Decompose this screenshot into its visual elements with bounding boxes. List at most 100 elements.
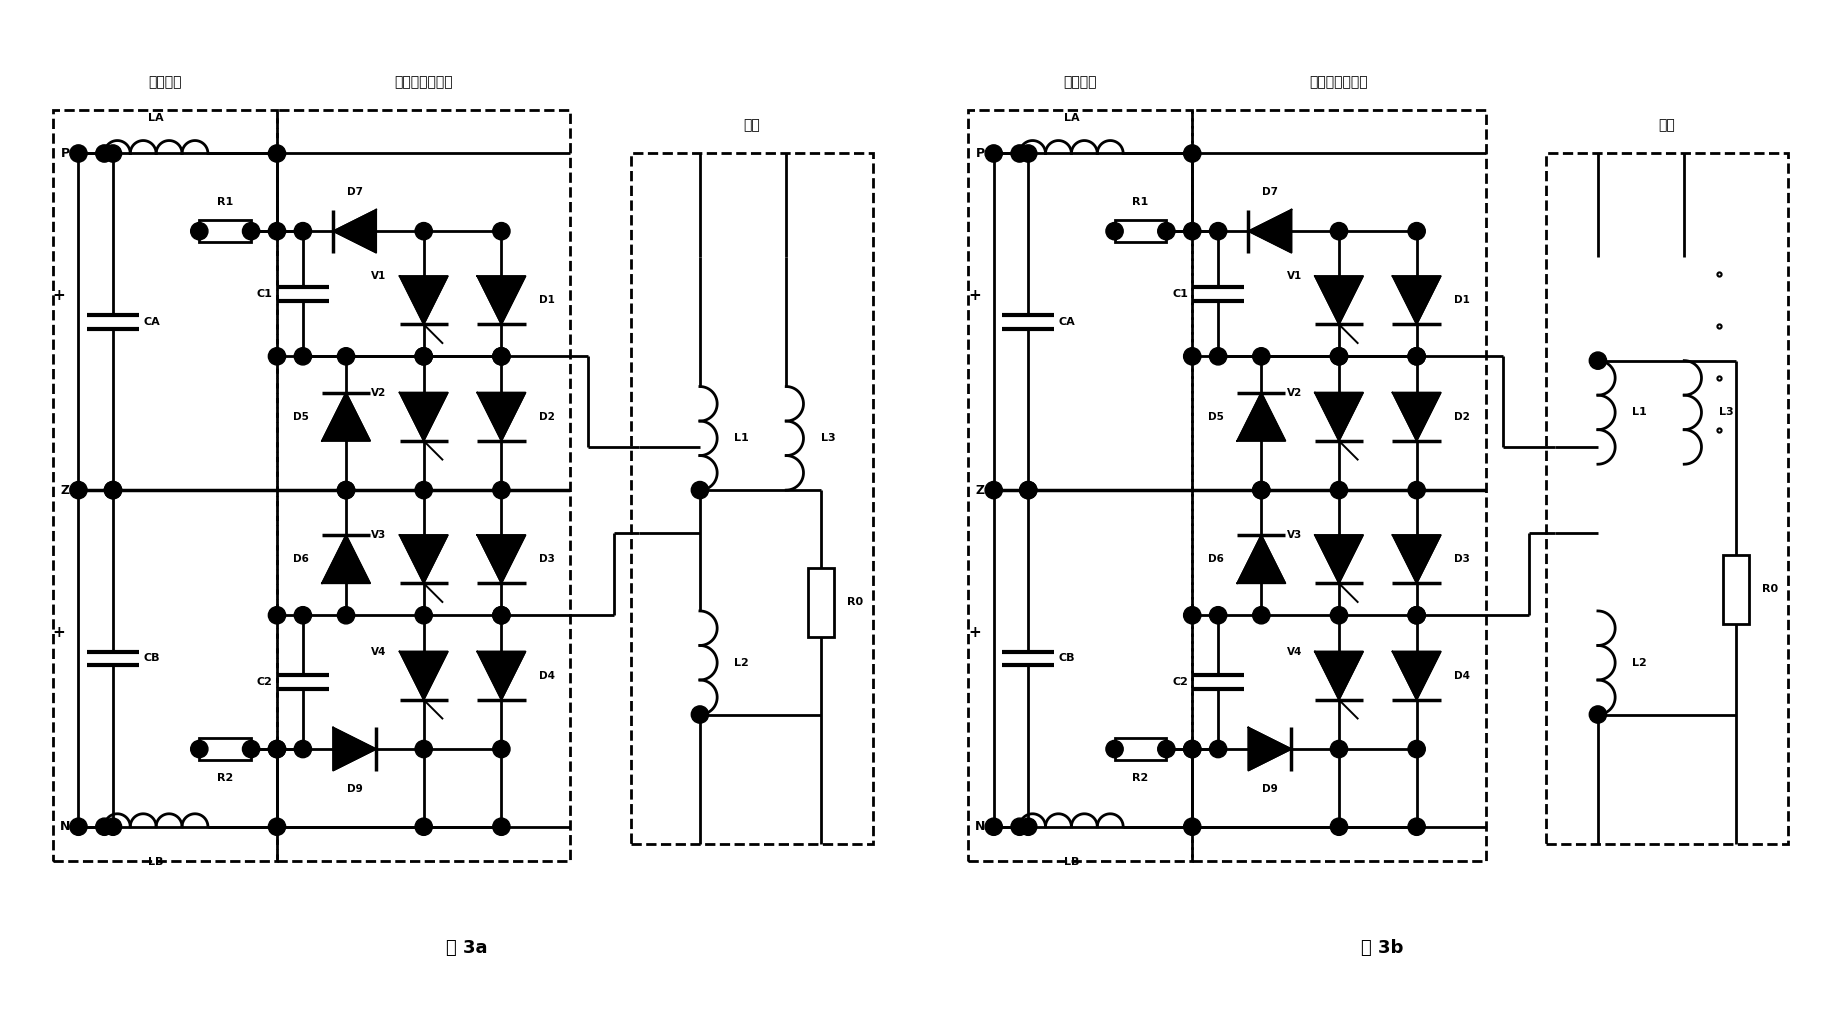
Circle shape — [1408, 740, 1425, 757]
Circle shape — [294, 348, 310, 365]
Polygon shape — [322, 392, 370, 441]
Text: D3: D3 — [1453, 554, 1469, 565]
Polygon shape — [1236, 392, 1284, 441]
Polygon shape — [322, 535, 370, 583]
Circle shape — [268, 144, 285, 162]
Circle shape — [1018, 482, 1037, 498]
Text: 被试验功率单元: 被试验功率单元 — [394, 74, 453, 89]
Circle shape — [1329, 607, 1347, 624]
Circle shape — [985, 818, 1002, 835]
Circle shape — [1408, 223, 1425, 239]
Circle shape — [70, 144, 87, 162]
Polygon shape — [1247, 209, 1290, 253]
Polygon shape — [477, 392, 525, 441]
Circle shape — [493, 348, 510, 365]
Text: V1: V1 — [371, 271, 386, 281]
Circle shape — [493, 740, 510, 757]
Circle shape — [985, 144, 1002, 162]
Circle shape — [103, 818, 122, 835]
Circle shape — [294, 740, 310, 757]
Text: V4: V4 — [1286, 646, 1301, 656]
Text: CB: CB — [142, 653, 159, 664]
Text: L3: L3 — [1719, 408, 1732, 417]
Text: P: P — [976, 147, 985, 160]
Text: D5: D5 — [292, 412, 309, 422]
Circle shape — [1408, 607, 1425, 624]
Polygon shape — [1314, 392, 1362, 441]
Circle shape — [493, 223, 510, 239]
Bar — [1545, 154, 1787, 844]
Text: C1: C1 — [1172, 289, 1186, 298]
Text: D7: D7 — [346, 187, 362, 197]
Bar — [808, 568, 833, 637]
Text: LA: LA — [148, 114, 164, 123]
Text: 负载: 负载 — [743, 118, 760, 132]
Circle shape — [691, 482, 708, 498]
Bar — [277, 110, 571, 862]
Polygon shape — [477, 535, 525, 583]
Text: Z: Z — [61, 484, 70, 496]
Text: L2: L2 — [1632, 657, 1647, 668]
Bar — [200, 738, 251, 760]
Text: D7: D7 — [1260, 187, 1277, 197]
Text: 负载: 负载 — [1658, 118, 1674, 132]
Text: 被试验功率单元: 被试验功率单元 — [1308, 74, 1368, 89]
Circle shape — [96, 818, 113, 835]
Text: D6: D6 — [292, 554, 309, 565]
Text: CA: CA — [1057, 317, 1076, 327]
Polygon shape — [399, 651, 447, 700]
Circle shape — [1329, 740, 1347, 757]
Circle shape — [1183, 740, 1199, 757]
Polygon shape — [1392, 535, 1440, 583]
Circle shape — [1329, 348, 1347, 365]
Circle shape — [70, 482, 87, 498]
Circle shape — [336, 482, 355, 498]
Text: D9: D9 — [1262, 783, 1277, 794]
Text: LB: LB — [148, 857, 164, 867]
Polygon shape — [399, 276, 447, 324]
Circle shape — [985, 482, 1002, 498]
Circle shape — [268, 223, 285, 239]
Text: D2: D2 — [1453, 412, 1469, 422]
Circle shape — [1105, 740, 1122, 757]
Circle shape — [414, 607, 432, 624]
Polygon shape — [1314, 651, 1362, 700]
Text: LA: LA — [1063, 114, 1079, 123]
Polygon shape — [1247, 728, 1290, 771]
Circle shape — [691, 706, 708, 723]
Circle shape — [1183, 818, 1199, 835]
Circle shape — [1589, 706, 1606, 723]
Bar — [1192, 110, 1486, 862]
Text: V4: V4 — [371, 646, 386, 656]
Bar — [1722, 555, 1748, 624]
Circle shape — [1018, 818, 1037, 835]
Text: D5: D5 — [1207, 412, 1223, 422]
Polygon shape — [333, 728, 375, 771]
Circle shape — [1183, 348, 1199, 365]
Text: V3: V3 — [1286, 530, 1301, 540]
Circle shape — [1183, 607, 1199, 624]
Circle shape — [1011, 144, 1027, 162]
Polygon shape — [1392, 392, 1440, 441]
Circle shape — [268, 818, 285, 835]
Circle shape — [1408, 482, 1425, 498]
Circle shape — [414, 482, 432, 498]
Circle shape — [268, 607, 285, 624]
Text: +: + — [54, 288, 65, 303]
Text: 图 3a: 图 3a — [445, 938, 488, 957]
Polygon shape — [333, 209, 375, 253]
Circle shape — [1251, 482, 1270, 498]
Bar — [52, 110, 277, 862]
Text: +: + — [968, 625, 979, 640]
Bar — [1114, 221, 1166, 241]
Circle shape — [1251, 482, 1270, 498]
Text: L2: L2 — [734, 657, 748, 668]
Text: R0: R0 — [1761, 584, 1778, 594]
Circle shape — [1408, 607, 1425, 624]
Text: R2: R2 — [1131, 773, 1148, 783]
Circle shape — [1408, 818, 1425, 835]
Text: D3: D3 — [538, 554, 554, 565]
Circle shape — [1209, 740, 1225, 757]
Circle shape — [493, 818, 510, 835]
Circle shape — [96, 144, 113, 162]
